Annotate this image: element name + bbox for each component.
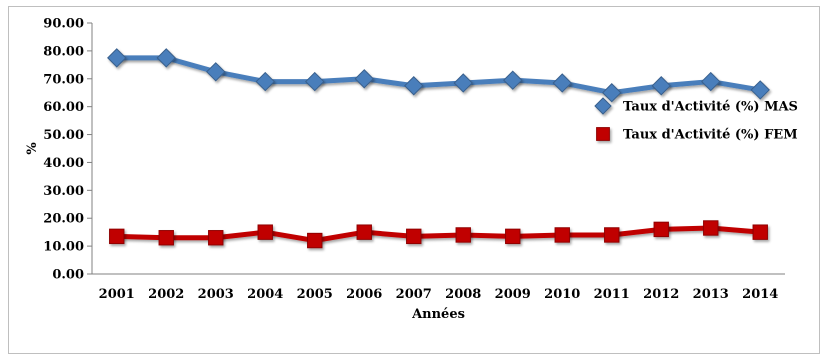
series-line: [116, 225, 761, 244]
data-point-diamond: [701, 71, 721, 92]
data-point-square: [752, 224, 768, 240]
data-point-square: [455, 227, 471, 243]
y-tick-label: 20.00: [43, 212, 84, 227]
y-tick-label: 70.00: [43, 72, 84, 87]
x-tick-label: 2004: [247, 287, 283, 302]
x-tick-label: 2005: [297, 287, 333, 302]
x-tick-label: 2001: [99, 287, 135, 302]
series-layer: [107, 48, 770, 249]
data-point-square: [505, 228, 521, 245]
data-point-square: [356, 224, 372, 240]
data-point-square: [158, 230, 174, 246]
x-tick-label: 2011: [594, 287, 630, 302]
x-tick-label: 2008: [445, 287, 481, 302]
legend-entry: Taux d'Activité (%) FEM: [584, 127, 798, 143]
x-tick-label: 2012: [643, 287, 679, 302]
data-point-diamond: [107, 48, 127, 68]
y-tick-label: 90.00: [43, 17, 84, 32]
data-point-diamond: [255, 71, 275, 92]
data-point-square: [109, 228, 125, 245]
data-point-diamond: [206, 62, 226, 82]
data-point-square: [596, 127, 610, 141]
data-point-diamond: [305, 71, 325, 92]
y-tick-label: 40.00: [43, 156, 84, 171]
data-point-square: [703, 220, 719, 236]
data-point-square: [208, 230, 224, 246]
x-tick-label: 2014: [742, 287, 778, 302]
data-point-square: [257, 224, 273, 240]
series-fem: [109, 220, 768, 249]
legend: Taux d'Activité (%) MAS Taux d'Activité (…: [584, 97, 798, 143]
data-point-square: [554, 227, 570, 243]
data-point-square: [307, 232, 323, 249]
y-tick-label: 50.00: [43, 128, 84, 143]
data-point-square: [406, 228, 422, 245]
x-tick-label: 2006: [346, 287, 382, 302]
legend-entry: Taux d'Activité (%) MAS: [584, 97, 798, 115]
x-tick-label: 2002: [148, 287, 184, 302]
data-point-diamond: [354, 69, 374, 89]
x-tick-label: 2007: [396, 287, 432, 302]
data-point-diamond: [651, 76, 671, 96]
x-axis-title: Années: [411, 307, 465, 322]
y-axis-title: %: [25, 142, 40, 155]
data-point-square: [653, 221, 669, 238]
data-point-diamond: [453, 73, 473, 93]
y-axis: 0.00 10.00 20.00 30.00 40.00 50.00 60.00 70.00 8…: [43, 17, 93, 283]
x-tick-label: 2003: [198, 287, 234, 302]
chart-frame: [8, 6, 820, 354]
x-axis: 2001 2002 2003 2004 2005 2006 2007 2008 2009 2010…: [92, 273, 785, 302]
data-point-diamond: [404, 76, 424, 96]
data-point-square: [604, 227, 620, 243]
y-tick-label: 0.00: [52, 268, 84, 283]
data-point-diamond: [602, 83, 622, 103]
data-point-diamond: [156, 48, 176, 68]
y-tick-label: 60.00: [43, 100, 84, 115]
x-tick-label: 2009: [495, 287, 531, 302]
data-point-diamond: [503, 70, 523, 90]
legend-label: Taux d'Activité (%) MAS: [623, 100, 798, 115]
y-tick-label: 10.00: [43, 240, 84, 255]
x-tick-label: 2010: [544, 287, 580, 302]
legend-label: Taux d'Activité (%) FEM: [623, 128, 798, 143]
x-tick-label: 2013: [693, 287, 729, 302]
series-mas: [107, 48, 770, 103]
data-point-diamond: [552, 73, 572, 93]
data-point-diamond: [594, 97, 612, 115]
data-point-diamond: [750, 80, 770, 100]
y-tick-label: 80.00: [43, 44, 84, 59]
y-tick-label: 30.00: [43, 184, 84, 199]
